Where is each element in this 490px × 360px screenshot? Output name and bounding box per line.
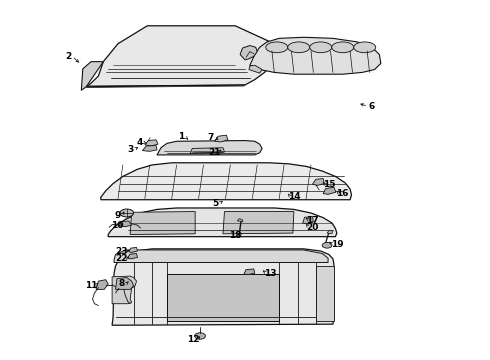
Polygon shape [303,217,314,224]
Polygon shape [130,212,195,234]
Polygon shape [190,148,224,153]
Text: 6: 6 [369,102,375,111]
Polygon shape [249,65,262,73]
Polygon shape [313,179,324,185]
Ellipse shape [310,42,332,53]
Text: 21: 21 [208,148,221,157]
Text: 2: 2 [65,52,71,61]
Polygon shape [96,280,108,289]
Polygon shape [237,219,243,222]
Polygon shape [240,45,257,60]
Ellipse shape [288,42,310,53]
Text: 12: 12 [188,335,200,344]
Polygon shape [129,247,138,252]
Polygon shape [112,249,334,325]
Ellipse shape [322,242,332,248]
Text: 20: 20 [306,223,318,232]
Polygon shape [116,278,134,289]
Text: 9: 9 [115,211,121,220]
Polygon shape [250,37,381,74]
Polygon shape [145,140,158,146]
Text: 16: 16 [337,189,349,198]
Polygon shape [81,62,103,90]
Text: 11: 11 [85,281,98,290]
Polygon shape [316,266,334,320]
Ellipse shape [120,209,134,217]
Polygon shape [108,208,337,237]
Text: 8: 8 [119,279,125,288]
Polygon shape [223,212,294,234]
Text: 3: 3 [127,145,133,154]
Text: 10: 10 [111,221,123,230]
Text: 19: 19 [331,240,343,249]
Polygon shape [114,250,328,262]
Polygon shape [112,276,137,304]
Polygon shape [101,163,351,200]
Polygon shape [128,253,138,259]
Ellipse shape [354,42,376,53]
Polygon shape [86,26,277,87]
Text: 17: 17 [306,216,318,225]
Text: 18: 18 [229,231,242,240]
Polygon shape [119,221,132,226]
Text: 7: 7 [208,133,214,142]
Polygon shape [143,145,157,151]
Text: 4: 4 [137,138,143,147]
Text: 23: 23 [116,247,128,256]
Ellipse shape [195,333,205,339]
Text: 15: 15 [323,180,335,189]
Polygon shape [327,230,333,234]
Polygon shape [167,274,279,320]
Ellipse shape [332,42,354,53]
Text: 5: 5 [213,199,219,208]
Polygon shape [215,135,228,142]
Ellipse shape [266,42,288,53]
Text: 22: 22 [116,254,128,263]
Polygon shape [244,269,255,275]
Text: 1: 1 [178,132,185,141]
Text: 13: 13 [264,269,277,278]
Polygon shape [157,140,262,155]
Polygon shape [323,187,336,194]
Text: 14: 14 [288,192,300,201]
